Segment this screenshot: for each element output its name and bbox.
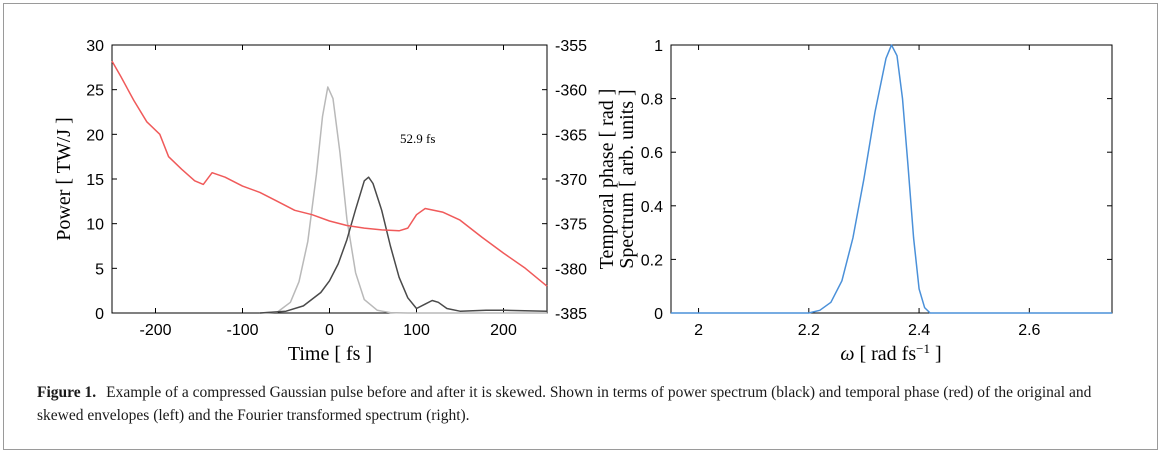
left-x-tick-label: -100 bbox=[226, 322, 258, 339]
left-y-left-ticks: 0 5 10 15 20 25 30 bbox=[86, 38, 117, 323]
left-y-tick-label: 20 bbox=[86, 127, 104, 144]
left-x-tick-label: 200 bbox=[490, 322, 517, 339]
right-x-tick-label: 2.6 bbox=[1018, 322, 1040, 339]
right-x-tick-label: 2.2 bbox=[798, 322, 820, 339]
left-x-tick-label: 0 bbox=[325, 322, 334, 339]
right-plot-box bbox=[670, 44, 1113, 314]
right-x-tick-label: 2 bbox=[694, 322, 703, 339]
right-x-axis-label: ω [ rad fs−1 ] bbox=[840, 341, 941, 366]
left-y-tick-label: 25 bbox=[86, 83, 104, 100]
left-y-tick-label: 0 bbox=[95, 306, 104, 323]
left-series-group bbox=[111, 60, 548, 314]
left-y-right-tick-label: -360 bbox=[555, 83, 587, 100]
left-plot-box bbox=[111, 44, 548, 314]
left-annotation: 52.9 fs bbox=[400, 131, 435, 146]
left-y-tick-label: 5 bbox=[95, 261, 104, 278]
left-x-tick-label: -200 bbox=[139, 322, 171, 339]
right-y-tick-label: 0.6 bbox=[641, 145, 663, 162]
caption-label: Figure 1. bbox=[37, 384, 97, 401]
right-y-tick-label: 0.2 bbox=[641, 252, 663, 269]
right-series-group bbox=[671, 44, 1112, 314]
left-x-tick-label: 100 bbox=[403, 322, 430, 339]
left-y-right-axis-label: Temporal phase [ rad ] bbox=[596, 89, 618, 270]
right-y-tick-label: 0.4 bbox=[641, 199, 663, 216]
spectrum-line bbox=[671, 44, 1112, 314]
left-y-axis-label: Power [ TW/J ] bbox=[53, 117, 75, 241]
caption-text: Example of a compressed Gaussian pulse b… bbox=[37, 384, 1092, 424]
left-x-axis-label: Time [ fs ] bbox=[288, 343, 372, 365]
left-panel: -200 -100 0 100 200 0 5 10 15 20 25 30 -385 -380 -37… bbox=[53, 38, 618, 365]
left-x-ticks: -200 -100 0 100 200 bbox=[139, 45, 517, 339]
right-y-tick-label: 1 bbox=[654, 38, 663, 55]
left-y-right-tick-label: -385 bbox=[555, 306, 587, 323]
figure-caption: Figure 1. Example of a compressed Gaussia… bbox=[37, 381, 1132, 427]
right-y-tick-label: 0.8 bbox=[641, 92, 663, 109]
temporal-phase-line bbox=[111, 60, 548, 287]
right-y-ticks: 0 0.2 0.4 0.6 0.8 1 bbox=[641, 38, 1112, 323]
skewed-envelope-line bbox=[259, 176, 548, 314]
left-y-tick-label: 30 bbox=[86, 38, 104, 55]
left-y-right-tick-label: -365 bbox=[555, 127, 587, 144]
figure-frame bbox=[3, 3, 1158, 450]
left-y-right-tick-label: -380 bbox=[555, 261, 587, 278]
right-y-tick-label: 0 bbox=[654, 306, 663, 323]
right-x-tick-label: 2.4 bbox=[908, 322, 930, 339]
left-y-right-ticks: -385 -380 -375 -370 -365 -360 -355 bbox=[542, 38, 587, 323]
original-envelope-line bbox=[259, 86, 547, 314]
left-y-tick-label: 15 bbox=[86, 172, 104, 189]
left-y-tick-label: 10 bbox=[86, 217, 104, 234]
left-y-right-tick-label: -355 bbox=[555, 38, 587, 55]
right-x-ticks: 2 2.2 2.4 2.6 bbox=[694, 45, 1041, 339]
left-y-right-tick-label: -375 bbox=[555, 217, 587, 234]
right-y-axis-label: Spectrum [ arb. units ] bbox=[616, 89, 638, 268]
left-y-right-tick-label: -370 bbox=[555, 172, 587, 189]
right-panel: 2 2.2 2.4 2.6 0 0.2 0.4 0.6 0.8 1 Spectrum [ arb… bbox=[616, 38, 1113, 366]
